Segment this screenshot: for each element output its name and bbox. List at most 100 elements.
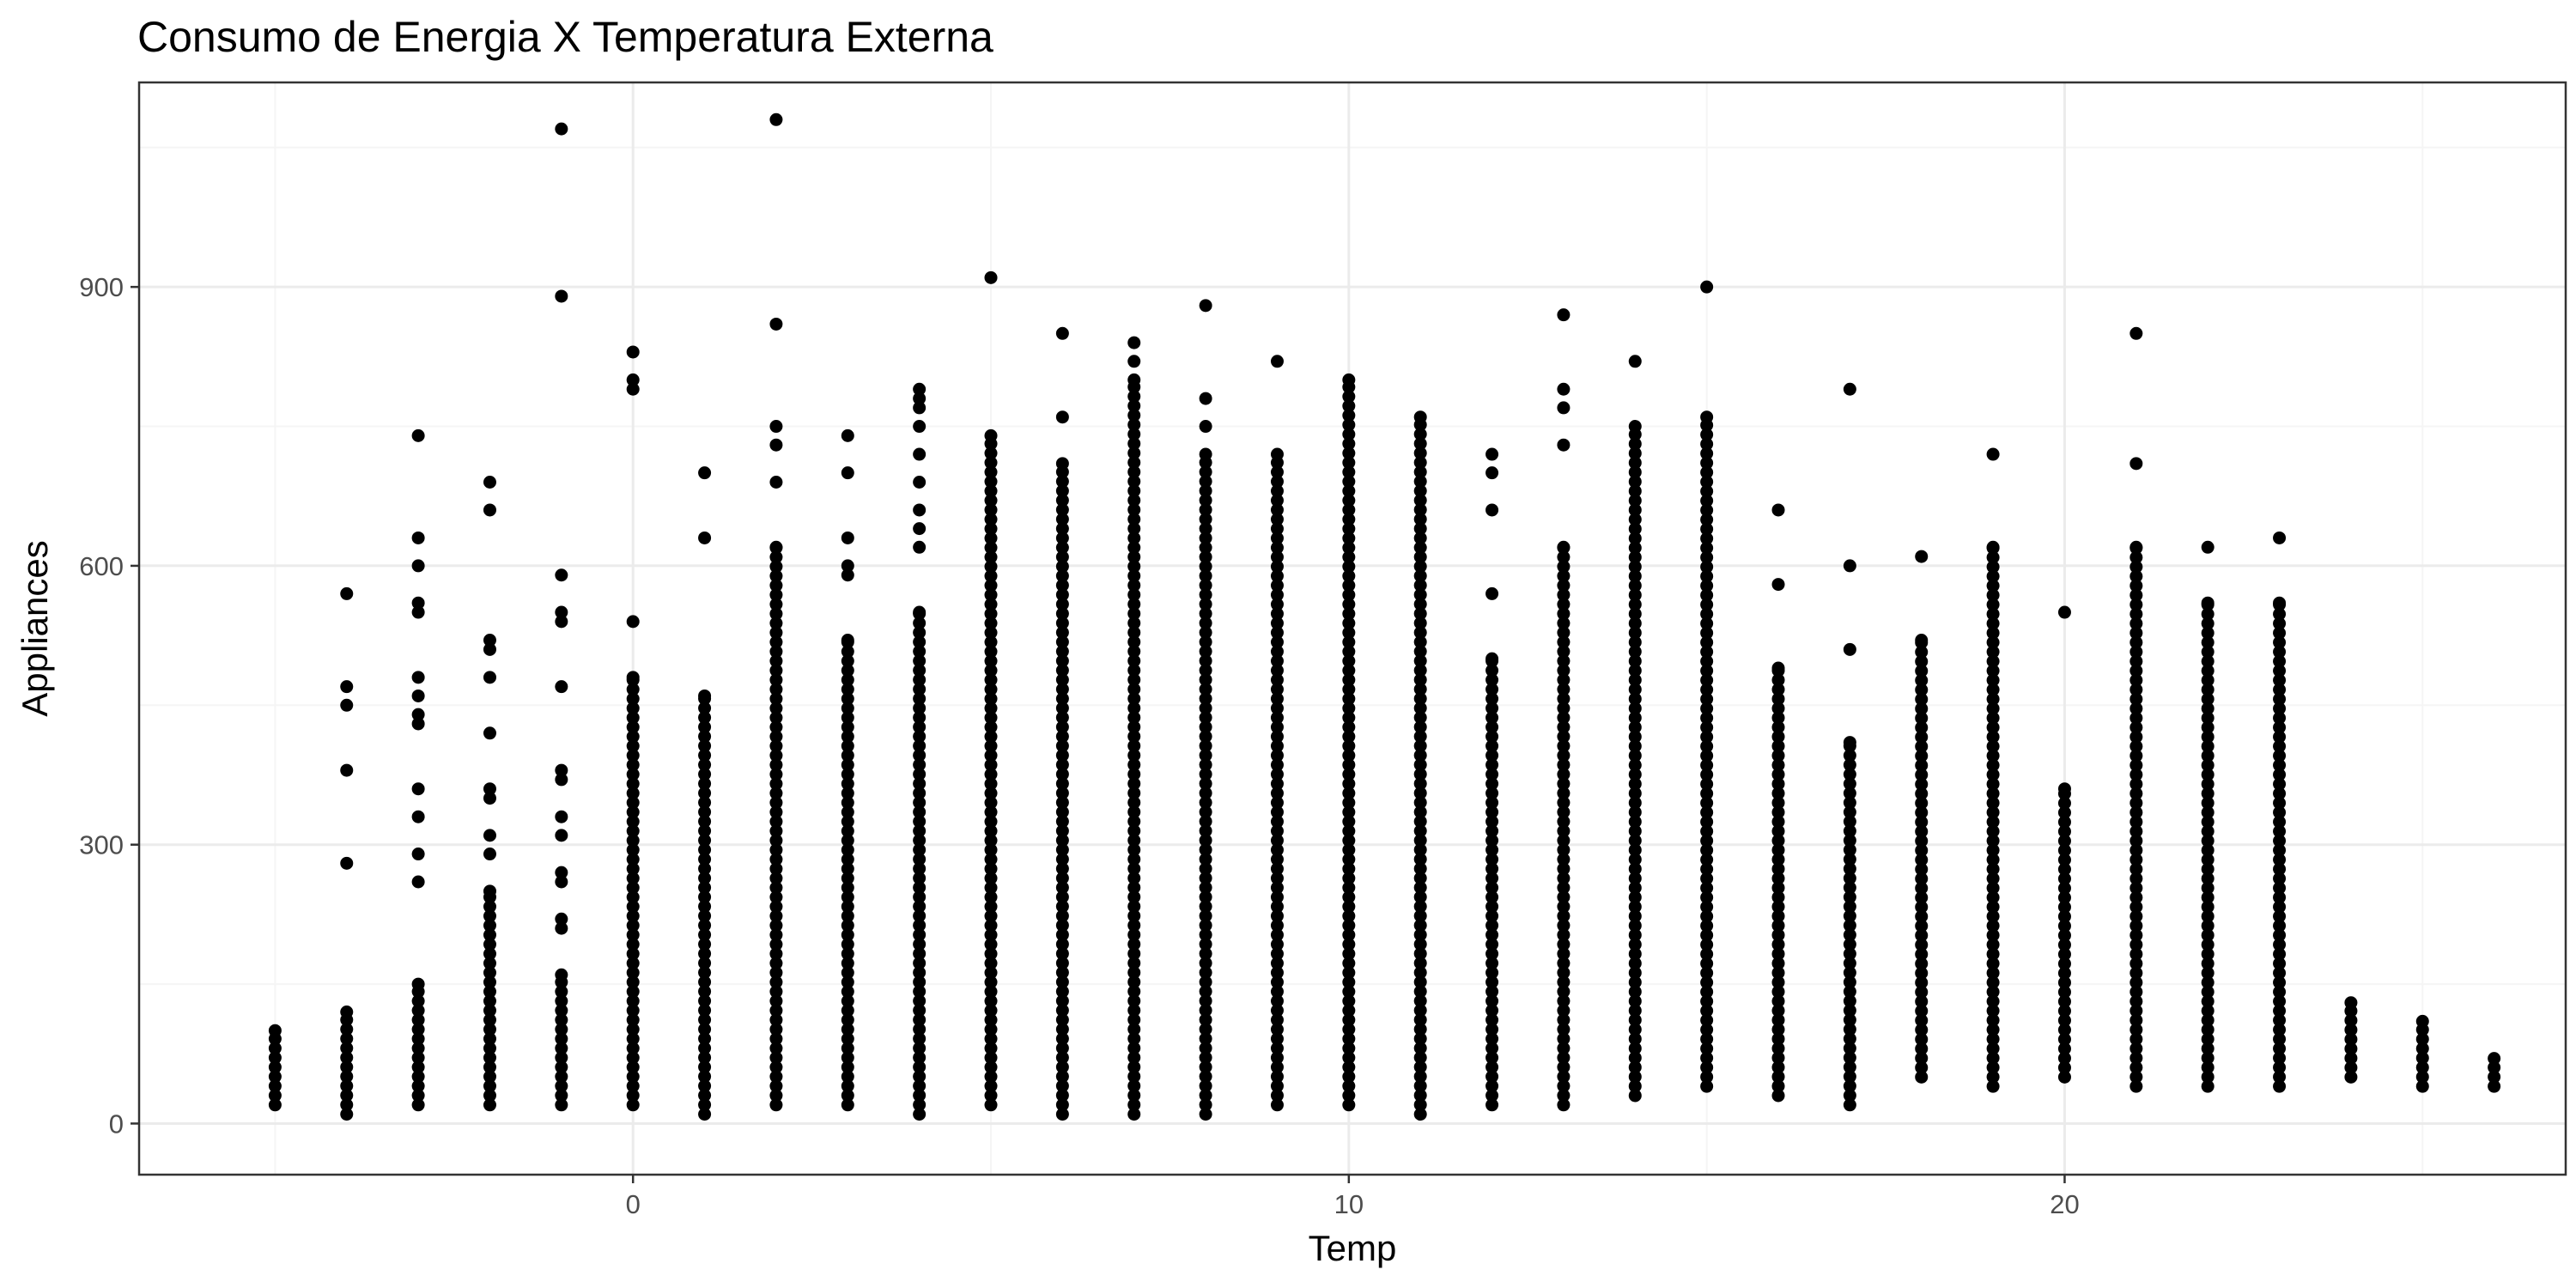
scatter-point [1413, 834, 1427, 848]
scatter-point [1771, 966, 1785, 980]
scatter-point [2273, 711, 2287, 725]
scatter-point [626, 758, 640, 772]
scatter-point [2057, 966, 2071, 980]
scatter-point [984, 1098, 998, 1112]
scatter-point [1986, 739, 2000, 753]
scatter-point [1843, 815, 1856, 829]
scatter-point [1199, 938, 1212, 951]
scatter-point [1127, 579, 1141, 592]
scatter-point [1557, 711, 1571, 725]
scatter-point [1127, 1079, 1141, 1093]
scatter-point [1843, 957, 1856, 970]
scatter-point [1342, 683, 1356, 696]
scatter-point [1055, 1032, 1069, 1046]
scatter-point [984, 522, 998, 536]
scatter-point [1127, 607, 1141, 621]
scatter-point [2201, 702, 2215, 715]
scatter-point [913, 966, 927, 980]
scatter-point [1628, 909, 1642, 923]
scatter-point [1055, 692, 1069, 706]
scatter-point [913, 392, 927, 405]
scatter-point [1342, 1051, 1356, 1065]
scatter-point [1843, 928, 1856, 942]
scatter-point [2201, 909, 2215, 923]
scatter-point [1055, 890, 1069, 904]
scatter-point [1270, 1042, 1284, 1055]
scatter-point [1199, 909, 1212, 923]
scatter-point [411, 1098, 425, 1112]
scatter-point [1485, 994, 1499, 1008]
scatter-point [1199, 1070, 1212, 1084]
scatter-point [1557, 540, 1571, 554]
scatter-point [1485, 720, 1499, 734]
scatter-point [2201, 540, 2215, 554]
scatter-point [483, 1098, 496, 1112]
scatter-point [1700, 579, 1714, 592]
scatter-point [2344, 996, 2358, 1010]
scatter-point [698, 957, 712, 970]
scatter-point [626, 815, 640, 829]
scatter-point [769, 664, 783, 677]
scatter-point [411, 708, 425, 721]
scatter-point [1771, 661, 1785, 675]
scatter-point [483, 947, 496, 961]
scatter-point [1413, 645, 1427, 659]
scatter-point [1485, 957, 1499, 970]
scatter-point [626, 1070, 640, 1084]
scatter-point [1199, 966, 1212, 980]
scatter-point [411, 1070, 425, 1084]
scatter-point [913, 938, 927, 951]
scatter-point [1199, 503, 1212, 517]
scatter-point [769, 617, 783, 630]
scatter-point [1700, 428, 1714, 441]
scatter-point [984, 711, 998, 725]
scatter-point [1986, 673, 2000, 687]
scatter-point [1557, 382, 1571, 396]
scatter-point [1843, 777, 1856, 791]
scatter-point [1127, 872, 1141, 885]
scatter-point [2201, 1051, 2215, 1065]
scatter-point [1557, 702, 1571, 715]
scatter-point [483, 1060, 496, 1074]
scatter-point [1557, 881, 1571, 895]
scatter-point [1628, 437, 1642, 451]
scatter-point [2129, 598, 2143, 611]
scatter-point [1557, 1098, 1571, 1112]
scatter-point [1915, 881, 1929, 895]
scatter-point [841, 1023, 854, 1036]
scatter-point [1557, 815, 1571, 829]
scatter-point [1986, 711, 2000, 725]
scatter-point [1557, 1060, 1571, 1074]
scatter-point [1843, 1013, 1856, 1027]
scatter-point [984, 550, 998, 564]
scatter-point [913, 881, 927, 895]
scatter-point [1557, 1079, 1571, 1093]
scatter-point [483, 503, 496, 517]
scatter-point [1915, 985, 1929, 999]
scatter-point [1199, 985, 1212, 999]
scatter-point [841, 1060, 854, 1074]
scatter-point [2273, 531, 2287, 544]
scatter-point [1413, 1023, 1427, 1036]
scatter-point [698, 1051, 712, 1065]
scatter-point [1413, 711, 1427, 725]
scatter-point [2129, 702, 2143, 715]
scatter-point [984, 824, 998, 838]
scatter-point [1485, 966, 1499, 980]
scatter-point [340, 680, 354, 694]
scatter-point [1270, 730, 1284, 744]
scatter-point [2129, 1023, 2143, 1036]
scatter-point [2415, 1079, 2429, 1093]
scatter-point [2201, 928, 2215, 942]
scatter-point [1557, 843, 1571, 857]
scatter-point [1199, 758, 1212, 772]
scatter-point [841, 872, 854, 885]
scatter-point [1342, 541, 1356, 555]
scatter-point [1055, 1042, 1069, 1055]
scatter-point [2273, 900, 2287, 914]
scatter-point [769, 853, 783, 866]
scatter-point [1915, 890, 1929, 904]
scatter-point [1342, 966, 1356, 980]
scatter-point [1413, 777, 1427, 791]
scatter-point [1986, 588, 2000, 602]
